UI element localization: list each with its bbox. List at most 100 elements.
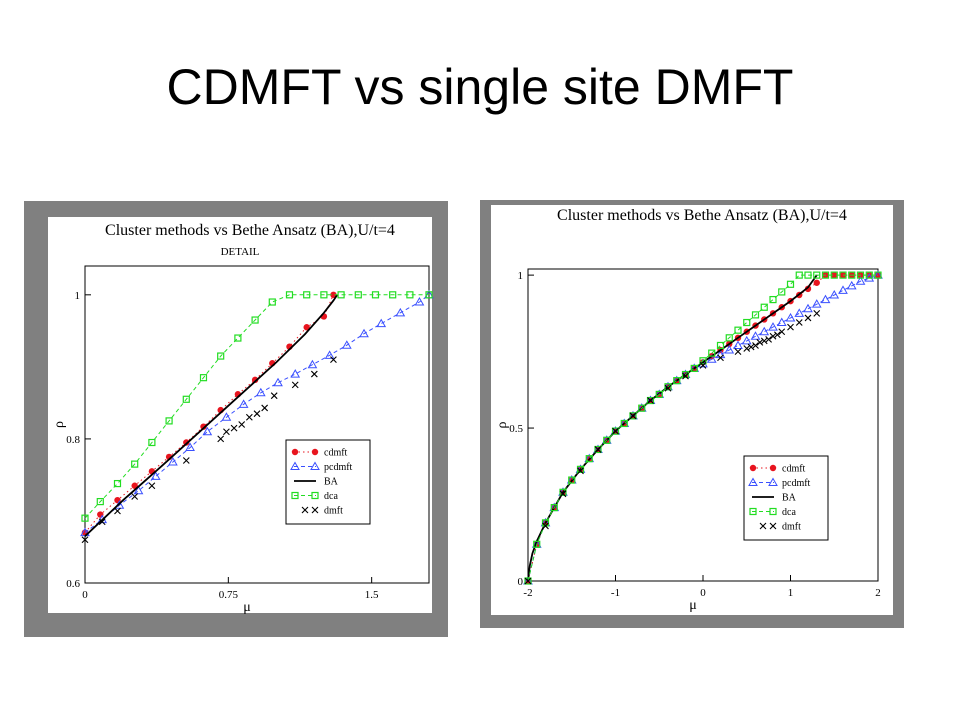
data-point-dca bbox=[673, 377, 681, 385]
data-point-pcdmft bbox=[829, 289, 840, 299]
data-point-pcdmft bbox=[750, 331, 761, 340]
data-point-dca bbox=[646, 396, 655, 405]
data-point-pcdmft bbox=[741, 335, 752, 345]
data-point-dca bbox=[524, 577, 532, 585]
data-point-pcdmft bbox=[733, 340, 743, 349]
data-point-dca bbox=[113, 479, 122, 488]
data-point-pcdmft bbox=[168, 456, 178, 466]
chart-right: Cluster methods vs Bethe Ansatz (BA),U/t… bbox=[491, 205, 893, 615]
data-point-dmft bbox=[682, 372, 689, 380]
data-point-pcdmft bbox=[776, 317, 787, 327]
chart-left: Cluster methods vs Bethe Ansatz (BA),U/t… bbox=[48, 217, 434, 615]
data-point-dca bbox=[786, 280, 795, 288]
data-point-dca bbox=[699, 357, 707, 365]
legend-item-cdmft: cdmft bbox=[291, 448, 348, 459]
data-point-dca bbox=[389, 291, 397, 299]
data-point-dca bbox=[425, 291, 433, 299]
data-point-dca bbox=[848, 271, 856, 279]
data-point-pcdmft bbox=[341, 340, 352, 349]
data-point-dca bbox=[285, 291, 294, 299]
data-point-dca bbox=[594, 445, 602, 454]
data-point-dca bbox=[406, 291, 414, 299]
data-point-pcdmft bbox=[785, 312, 796, 322]
data-point-dca bbox=[629, 412, 637, 420]
data-point-dca bbox=[550, 503, 558, 512]
data-point-dca bbox=[839, 271, 847, 279]
data-point-dca bbox=[234, 334, 242, 342]
x-tick-label: 1 bbox=[788, 587, 794, 599]
legend-marker-cdmft bbox=[749, 464, 757, 472]
data-point-dmft bbox=[230, 424, 238, 432]
data-point-dmft bbox=[804, 314, 812, 322]
legend-marker-pcdmft bbox=[748, 477, 758, 486]
data-point-dca bbox=[813, 271, 821, 279]
data-point-dca bbox=[611, 427, 620, 435]
data-point-dmft bbox=[310, 370, 318, 378]
data-point-dca bbox=[568, 476, 576, 484]
data-point-dca bbox=[716, 341, 725, 350]
data-point-dca bbox=[148, 438, 156, 447]
legend-item-dmft: dmft bbox=[301, 506, 343, 517]
data-point-dmft bbox=[813, 309, 821, 317]
data-point-dmft bbox=[787, 323, 794, 331]
data-point-dca bbox=[821, 271, 830, 279]
data-point-pcdmft bbox=[706, 354, 717, 363]
data-point-dmft bbox=[148, 482, 156, 490]
data-point-dca bbox=[199, 374, 208, 382]
data-point-dca bbox=[751, 311, 760, 319]
y-axis-label: ρ bbox=[495, 422, 510, 429]
x-axis-label: μ bbox=[689, 598, 697, 613]
data-point-dmft bbox=[752, 342, 759, 349]
legend-marker-dca bbox=[749, 507, 757, 516]
x-tick-label: -1 bbox=[611, 587, 620, 599]
legend-marker-cdmft bbox=[311, 448, 319, 456]
legend-box bbox=[285, 439, 371, 525]
data-point-dca bbox=[576, 465, 585, 473]
data-point-pcdmft bbox=[376, 318, 387, 328]
legend-box bbox=[743, 455, 829, 541]
data-point-dca bbox=[371, 291, 380, 299]
legend-label-dca: dca bbox=[324, 491, 338, 502]
series-line-pcdmft bbox=[84, 294, 430, 533]
data-point-pcdmft bbox=[221, 412, 232, 421]
data-point-dmft bbox=[238, 421, 246, 428]
legend-item-dca: dca bbox=[749, 507, 796, 518]
data-point-cdmft bbox=[200, 423, 207, 430]
series-pcdmft bbox=[80, 289, 434, 537]
figure-background bbox=[48, 217, 432, 613]
y-tick-label: 0.8 bbox=[66, 434, 80, 446]
data-point-dca bbox=[795, 271, 803, 279]
legend-item-dca: dca bbox=[291, 491, 338, 502]
chart-panel-right: Cluster methods vs Bethe Ansatz (BA),U/t… bbox=[480, 200, 904, 628]
legend-item-BA: BA bbox=[294, 477, 339, 488]
x-tick-label: -2 bbox=[523, 587, 532, 599]
data-point-pcdmft bbox=[724, 345, 735, 354]
data-point-pcdmft bbox=[759, 326, 770, 336]
legend-item-cdmft: cdmft bbox=[749, 464, 806, 475]
data-point-pcdmft bbox=[359, 328, 369, 338]
legend-label-dmft: dmft bbox=[782, 522, 801, 533]
data-point-dca bbox=[268, 298, 276, 306]
data-point-dmft bbox=[699, 361, 707, 369]
chart-subtitle: DETAIL bbox=[221, 246, 260, 258]
data-point-dca bbox=[804, 271, 812, 279]
data-point-dca bbox=[559, 488, 567, 496]
legend-marker-dca bbox=[311, 491, 319, 500]
data-point-dca bbox=[165, 417, 173, 425]
data-point-dmft bbox=[743, 345, 751, 352]
legend-marker-cdmft bbox=[291, 448, 299, 456]
data-point-dca bbox=[96, 497, 104, 506]
data-point-pcdmft bbox=[395, 307, 406, 317]
plot-frame bbox=[84, 265, 430, 584]
y-tick-label: 1 bbox=[518, 270, 524, 282]
data-point-pcdmft bbox=[820, 294, 831, 304]
data-point-cdmft bbox=[303, 324, 310, 331]
series-line-cdmft bbox=[84, 294, 334, 533]
data-point-pcdmft bbox=[846, 280, 857, 290]
x-axis-label: μ bbox=[243, 600, 251, 615]
y-tick-label: 0.6 bbox=[66, 578, 80, 590]
data-point-dmft bbox=[291, 381, 299, 389]
legend-marker-pcdmft bbox=[290, 461, 300, 470]
legend-marker-dmft bbox=[759, 522, 767, 530]
data-point-dmft bbox=[245, 413, 253, 421]
